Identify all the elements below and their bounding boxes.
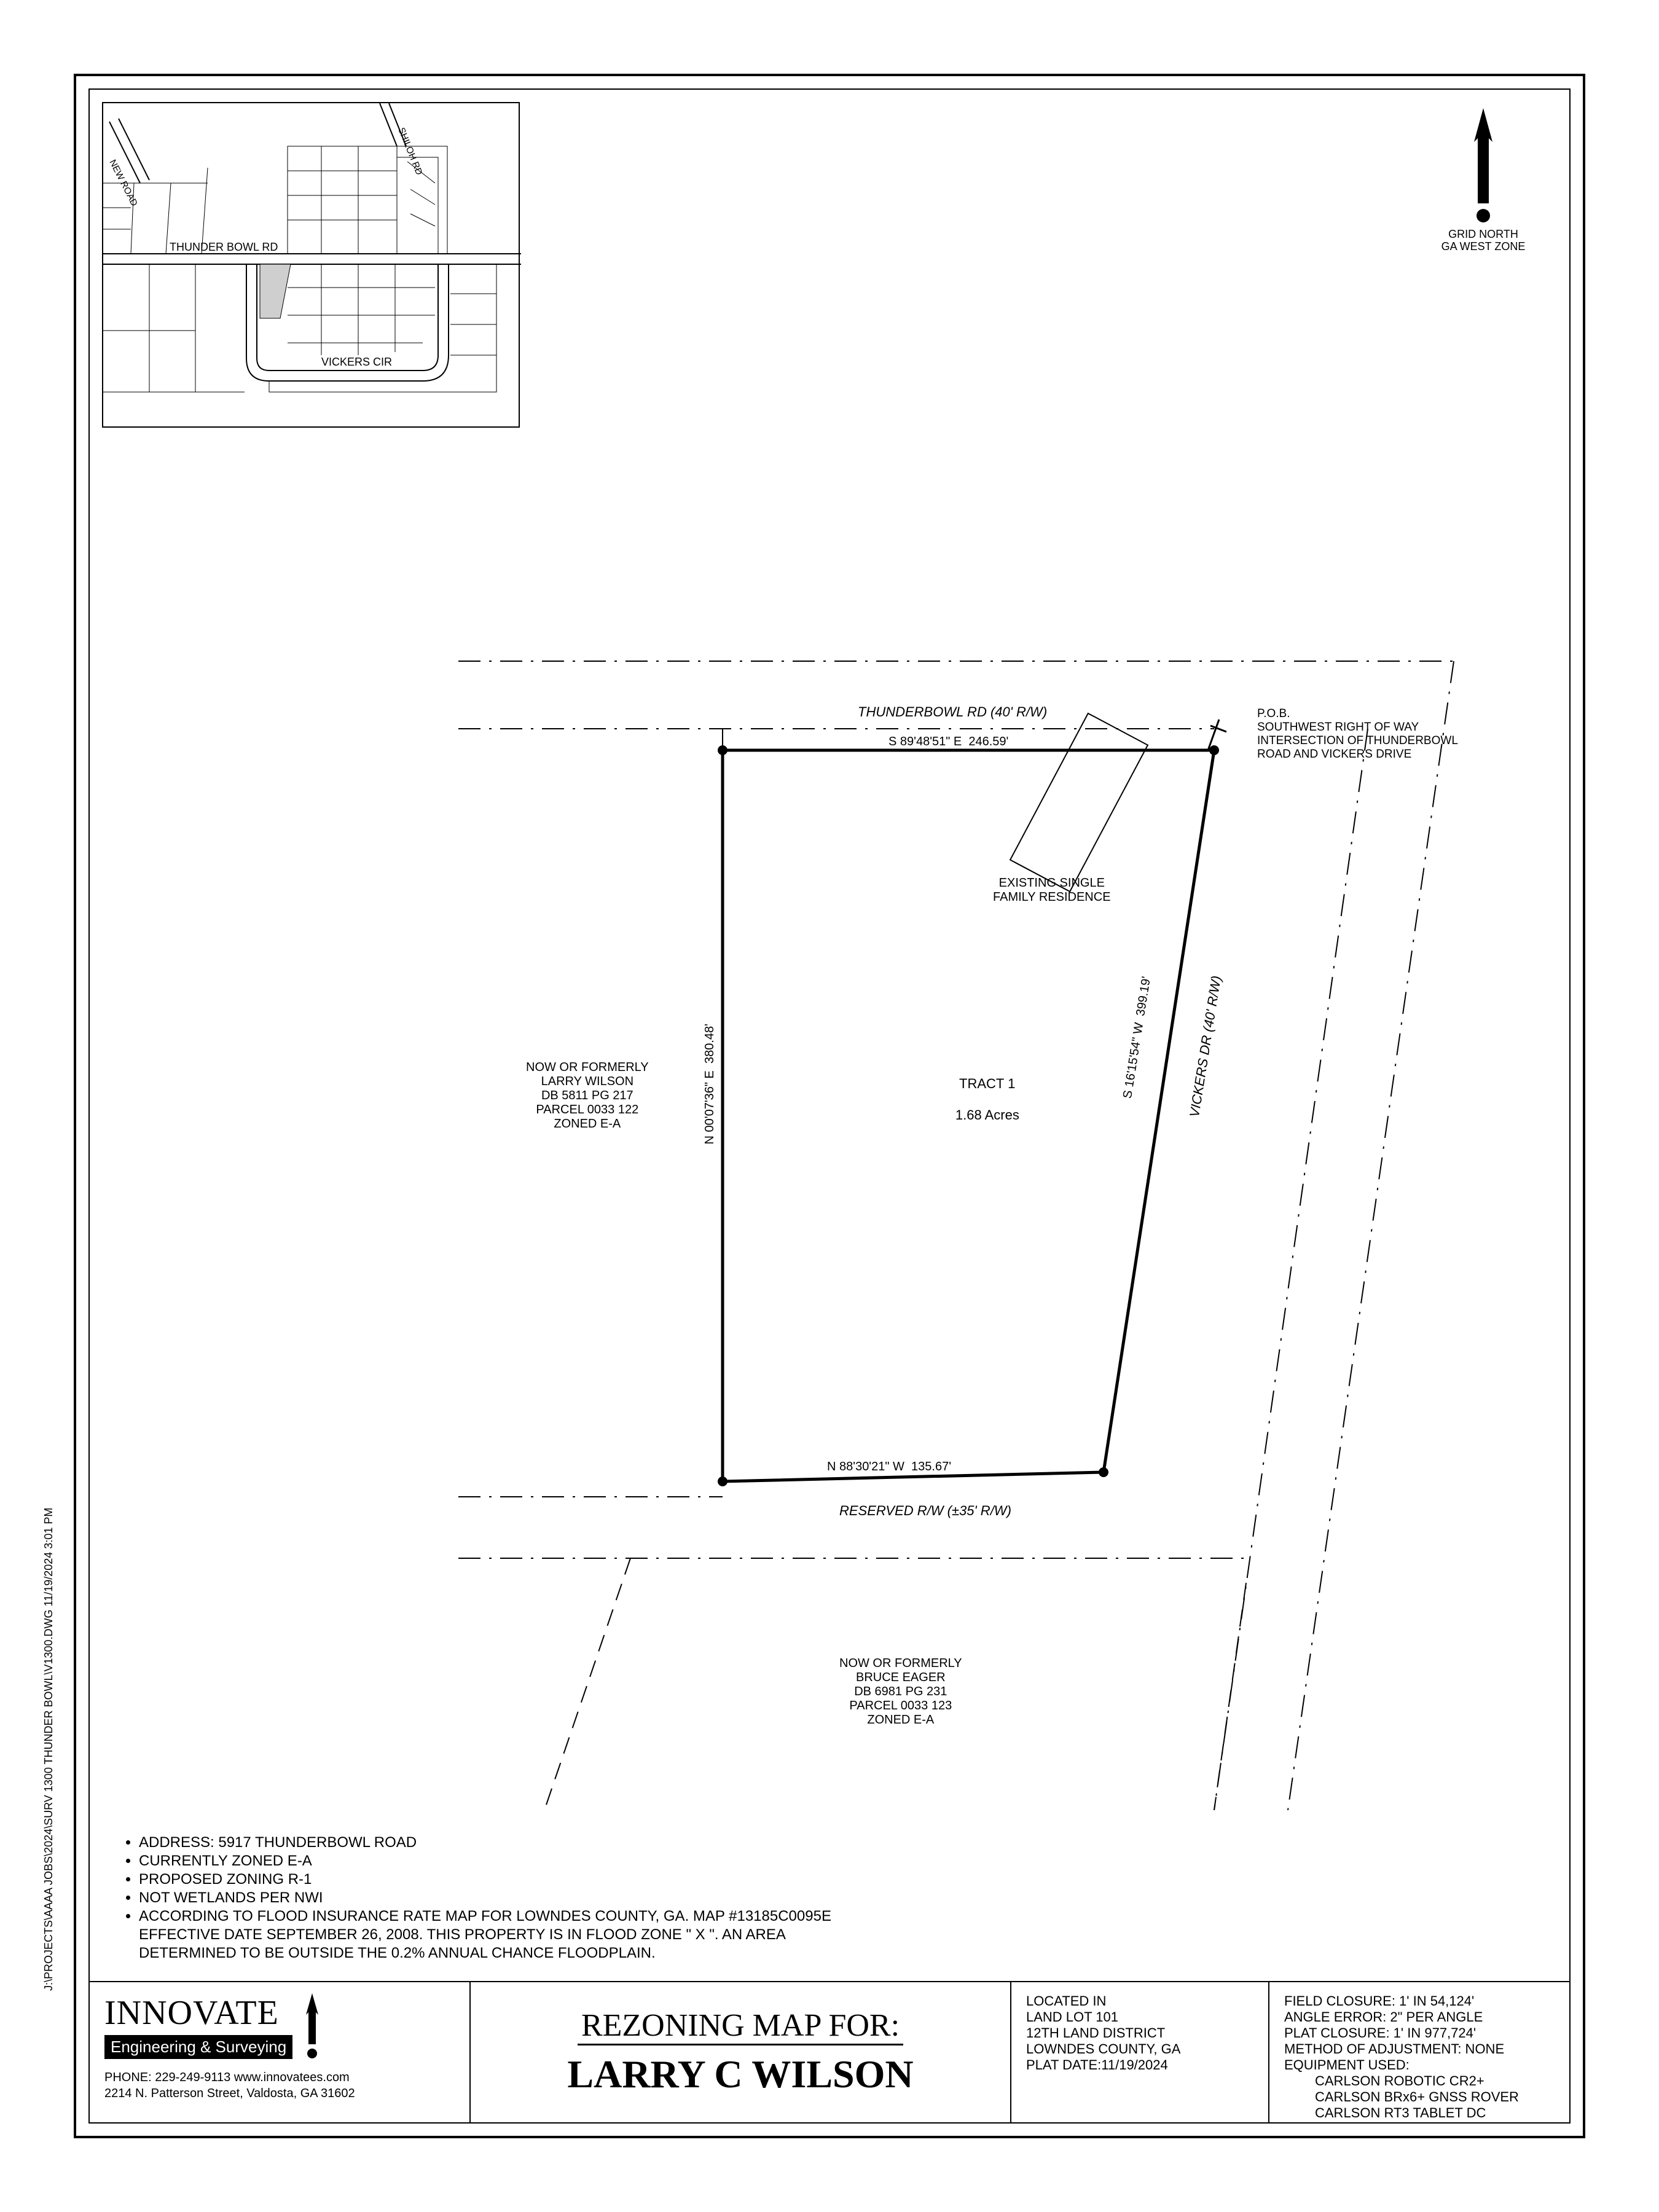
closure-cell: FIELD CLOSURE: 1' IN 54,124' ANGLE ERROR… [1269,1982,1569,2122]
bearing-bottom: N 88'30'21" W 135.67' [827,1460,951,1474]
map-owner: LARRY C WILSON [567,2052,913,2097]
pob-label: P.O.B. SOUTHWEST RIGHT OF WAY INTERSECTI… [1257,707,1458,761]
loc-3: 12TH LAND DISTRICT [1026,2025,1253,2041]
closure-3: PLAT CLOSURE: 1' IN 977,724' [1284,2025,1555,2041]
bearing-left: N 00'07'36" E 380.48' [703,1024,717,1144]
vicinity-thunderbowl-label: THUNDER BOWL RD [170,241,278,253]
equip-1: CARLSON ROBOTIC CR2+ [1315,2073,1555,2089]
company-addr: 2214 N. Patterson Street, Valdosta, GA 3… [104,2085,455,2101]
tract-area-text: 1.68 Acres [955,1107,1019,1123]
bearing-top: S 89'48'51" E 246.59' [888,735,1008,749]
inner-frame: THUNDER BOWL RD VICKERS CIR SHILOH RD NE… [88,88,1571,2124]
company-sub: Engineering & Surveying [104,2035,292,2059]
equip-2: CARLSON BRx6+ GNSS ROVER [1315,2089,1555,2105]
vicinity-svg: THUNDER BOWL RD VICKERS CIR SHILOH RD NE… [103,103,521,429]
note-item: NOT WETLANDS PER NWI [139,1889,852,1907]
north-caption-2: GA WEST ZONE [1434,241,1532,253]
vicinity-map: THUNDER BOWL RD VICKERS CIR SHILOH RD NE… [102,102,520,428]
company-logo-icon [300,1993,324,2061]
vicinity-vickers-label: VICKERS CIR [321,356,392,368]
closure-2: ANGLE ERROR: 2" PER ANGLE [1284,2009,1555,2025]
closure-5: EQUIPMENT USED: [1284,2057,1555,2073]
north-caption-1: GRID NORTH [1434,229,1532,241]
residence-label: EXISTING SINGLE FAMILY RESIDENCE [993,876,1111,904]
road-top-label: THUNDERBOWL RD (40' R/W) [858,704,1047,720]
survey-drawing: THUNDERBOWL RD (40' R/W) S 89'48'51" E 2… [458,643,1534,1810]
loc-2: LAND LOT 101 [1026,2009,1253,2025]
note-item: PROPOSED ZONING R-1 [139,1870,852,1889]
note-item: CURRENTLY ZONED E-A [139,1852,852,1870]
company-cell: INNOVATE Engineering & Surveying PHONE: … [90,1982,471,2122]
vicinity-shiloh-label: SHILOH RD [396,126,424,176]
notes-block: ADDRESS: 5917 THUNDERBOWL ROAD CURRENTLY… [114,1834,852,1963]
location-cell: LOCATED IN LAND LOT 101 12TH LAND DISTRI… [1011,1982,1269,2122]
closure-4: METHOD OF ADJUSTMENT: NONE [1284,2041,1555,2057]
company-phone: PHONE: 229-249-9113 www.innovatees.com [104,2069,455,2085]
map-title: REZONING MAP FOR: [578,2007,903,2045]
closure-1: FIELD CLOSURE: 1' IN 54,124' [1284,1993,1555,2009]
title-cell: REZONING MAP FOR: LARRY C WILSON [471,1982,1011,2122]
equip-3: CARLSON RT3 TABLET DC [1315,2105,1555,2121]
tract-name-text: TRACT 1 [959,1076,1015,1091]
loc-1: LOCATED IN [1026,1993,1253,2009]
loc-4: LOWNDES COUNTY, GA [1026,2041,1253,2057]
note-item: ACCORDING TO FLOOD INSURANCE RATE MAP FO… [139,1907,852,1963]
title-block: INNOVATE Engineering & Surveying PHONE: … [90,1981,1569,2122]
note-item: ADDRESS: 5917 THUNDERBOWL ROAD [139,1834,852,1852]
loc-5: PLAT DATE:11/19/2024 [1026,2057,1253,2073]
road-bottom-label: RESERVED R/W (±35' R/W) [839,1503,1011,1518]
filepath-label: J:\PROJECTS\AAAA JOBS\2024\SURV 1300 THU… [42,1508,55,1991]
outer-frame: THUNDER BOWL RD VICKERS CIR SHILOH RD NE… [74,74,1585,2138]
north-arrow: GRID NORTH GA WEST ZONE [1434,108,1532,253]
company-name: INNOVATE [104,1993,292,2033]
adj-owner-south: NOW OR FORMERLY BRUCE EAGER DB 6981 PG 2… [839,1657,962,1727]
adj-owner-west: NOW OR FORMERLY LARRY WILSON DB 5811 PG … [526,1061,649,1131]
tract-name: TRACT 1 1.68 Acres [925,1061,1019,1138]
